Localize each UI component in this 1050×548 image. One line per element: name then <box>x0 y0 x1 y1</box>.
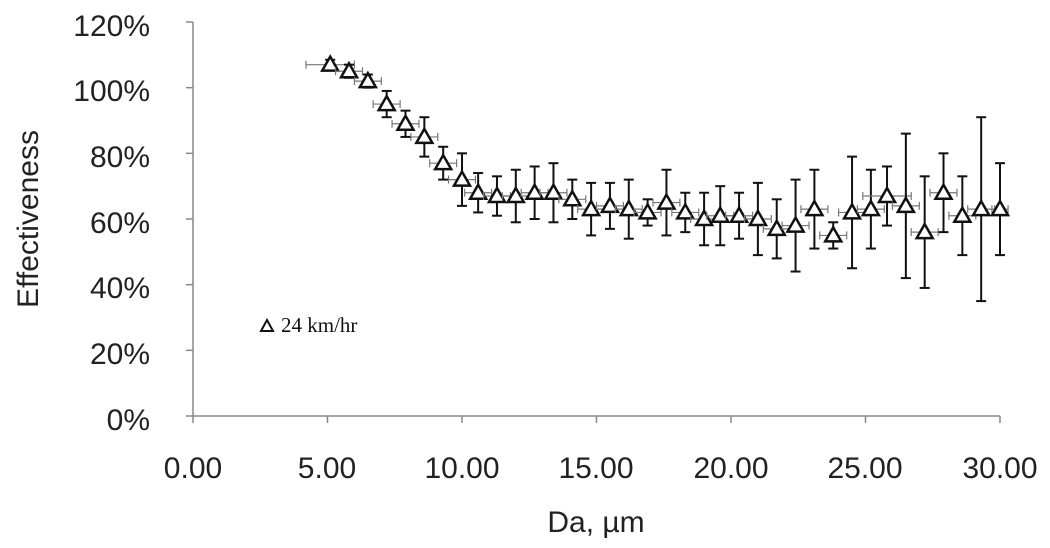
data-point-triangle <box>710 205 731 223</box>
data-point-triangle <box>675 201 696 220</box>
data-point-triangle <box>505 185 526 204</box>
data-point-triangle <box>338 60 360 79</box>
data-point-triangle <box>433 152 454 171</box>
data-point-triangle <box>766 218 787 237</box>
data-point-triangle <box>693 208 715 227</box>
y-tick-label: 100% <box>73 75 150 108</box>
legend: 24 km/hr <box>259 313 357 337</box>
data-point-triangle <box>524 182 545 200</box>
x-tick-labels: 0.00 5.00 10.00 15.00 20.00 25.00 30.00 <box>164 452 1038 485</box>
y-tick-label: 120% <box>73 10 150 43</box>
y-tick-labels: 120% 100% 80% 60% 40% 20% 0% <box>73 10 150 437</box>
data-point-triangle <box>989 198 1011 217</box>
data-point-triangle <box>580 198 602 217</box>
data-point-triangle <box>876 185 898 204</box>
data-point-triangle <box>618 198 639 217</box>
x-tick-label: 0.00 <box>164 452 222 485</box>
x-tick-label: 5.00 <box>298 452 356 485</box>
data-point-triangle <box>320 54 341 72</box>
data-point-triangle <box>467 182 489 200</box>
data-point-triangle <box>451 169 473 187</box>
data-point-triangle <box>728 205 750 223</box>
data-point-triangle <box>841 201 863 220</box>
x-tick-label: 20.00 <box>693 452 768 485</box>
legend-label: 24 km/hr <box>281 313 357 337</box>
y-axis-title: Effectiveness <box>12 130 45 308</box>
data-point-triangle <box>823 224 844 243</box>
data-point-triangle <box>804 198 825 217</box>
y-tick-label: 0% <box>107 404 150 437</box>
data-point-triangle <box>895 195 917 214</box>
data-point-triangle <box>933 182 954 200</box>
data-point-triangle <box>486 185 508 204</box>
x-tick-label: 10.00 <box>424 452 499 485</box>
x-axis-title: Da, µm <box>547 506 644 539</box>
x-tick-label: 30.00 <box>962 452 1037 485</box>
data-point-triangle <box>562 188 583 207</box>
data-point-triangle <box>747 208 769 227</box>
data-point-triangle <box>543 182 564 200</box>
data-point-triangle <box>860 198 882 217</box>
data-point-triangle <box>952 205 973 223</box>
x-tick-label: 25.00 <box>827 452 902 485</box>
data-point-triangle <box>914 221 935 240</box>
data-point-triangle <box>376 93 397 112</box>
y-tick-label: 20% <box>90 338 150 371</box>
x-tick-label: 15.00 <box>558 452 633 485</box>
data-point-triangle <box>414 126 435 145</box>
axes <box>186 21 1001 423</box>
data-point-triangle <box>357 70 379 89</box>
data-point-triangle <box>971 198 992 217</box>
legend-marker <box>259 317 275 332</box>
data-point-triangle <box>785 215 806 233</box>
data-point-triangle <box>599 195 621 214</box>
y-tick-label: 80% <box>90 141 150 174</box>
y-tick-label: 60% <box>90 207 150 240</box>
data-point-triangle <box>656 192 677 210</box>
y-tick-label: 40% <box>90 272 150 305</box>
data-point-triangle <box>637 201 658 220</box>
data-marks <box>305 54 1011 303</box>
data-point-triangle <box>395 113 416 132</box>
